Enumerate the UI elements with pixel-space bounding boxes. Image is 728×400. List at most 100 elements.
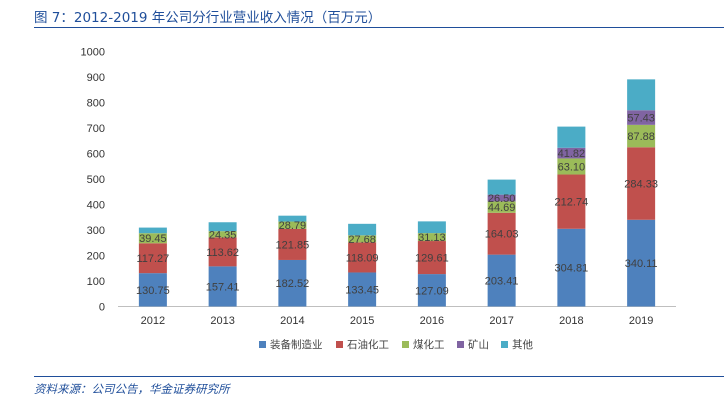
- data-label: 118.09: [346, 252, 379, 264]
- bar-segment: [417, 274, 446, 307]
- bar-segment: [627, 79, 656, 111]
- bar-segment: [138, 273, 167, 307]
- y-tick-label: 300: [87, 225, 105, 237]
- data-label: 203.41: [485, 276, 519, 288]
- y-tick-label: 1000: [81, 47, 105, 59]
- bar-segment: [348, 235, 377, 243]
- y-tick-label: 0: [99, 302, 105, 314]
- bar-segment: [487, 254, 516, 307]
- bar-segment: [627, 124, 656, 148]
- y-tick-label: 200: [87, 251, 105, 263]
- bar-segment: [278, 221, 307, 229]
- legend-swatch: [336, 341, 343, 348]
- data-label: 340.11: [625, 258, 658, 270]
- data-label: 39.45: [139, 233, 167, 245]
- data-label: 113.62: [206, 247, 239, 259]
- bar-segment: [208, 222, 237, 232]
- legend-label: 装备制造业: [270, 338, 323, 351]
- bar-segment: [627, 147, 656, 220]
- bar-segment: [627, 110, 656, 125]
- data-label: 31.13: [418, 232, 446, 244]
- x-tick-label: 2018: [559, 315, 583, 327]
- x-tick-label: 2014: [280, 315, 304, 327]
- data-label: 129.61: [415, 253, 449, 265]
- x-tick-label: 2015: [350, 315, 374, 327]
- bar-segment: [417, 241, 446, 275]
- bar-segment: [348, 223, 377, 236]
- data-label: 57.43: [627, 113, 655, 125]
- data-label: 127.09: [415, 285, 449, 297]
- bar-segment: [557, 174, 586, 229]
- bar-segment: [208, 237, 237, 267]
- x-tick-label: 2017: [489, 315, 513, 327]
- stacked-bar-chart: 0 100 200 300 400 500 600 700 800 900 1000 2012 2013…: [81, 47, 676, 351]
- data-label: 27.68: [348, 234, 376, 246]
- data-label: 304.81: [555, 263, 589, 275]
- bar-segment: [487, 201, 516, 213]
- legend-label: 煤化工: [413, 338, 445, 351]
- data-label: 157.41: [206, 281, 240, 293]
- y-tick-label: 900: [87, 72, 105, 84]
- source-rule: [34, 376, 724, 377]
- axis-layer: 0 100 200 300 400 500 600 700 800 900 1000 2012 2013…: [81, 47, 676, 327]
- bar-segment: [348, 272, 377, 307]
- bar-segment: [487, 212, 516, 255]
- bar-segment: [138, 227, 167, 234]
- y-tick-label: 500: [87, 174, 105, 186]
- bar-segment: [487, 179, 516, 195]
- bar-segment: [138, 233, 167, 244]
- y-tick-label: 100: [87, 276, 105, 288]
- bar-segment: [557, 158, 586, 175]
- bar-segment: [278, 228, 307, 260]
- bar-segment: [557, 228, 586, 307]
- data-label: 164.03: [485, 229, 519, 241]
- legend-swatch: [501, 341, 508, 348]
- legend-label: 石油化工: [347, 338, 389, 351]
- data-label: 117.27: [136, 253, 169, 265]
- x-tick-label: 2013: [210, 315, 234, 327]
- legend-swatch: [259, 341, 266, 348]
- x-tick-label: 2019: [629, 315, 653, 327]
- y-tick-label: 600: [87, 149, 105, 161]
- bar-segment: [348, 242, 377, 273]
- x-tick-label: 2016: [420, 315, 444, 327]
- bar-segment: [417, 233, 446, 242]
- data-label: 130.75: [136, 285, 170, 297]
- data-label: 26.50: [488, 193, 516, 205]
- data-label: 284.33: [624, 179, 658, 191]
- figure-title: 图 7：2012-2019 年公司分行业营业收入情况（百万元）: [34, 10, 382, 26]
- legend-swatch: [457, 341, 464, 348]
- x-tick-label: 2012: [141, 315, 165, 327]
- data-label: 87.88: [627, 131, 655, 143]
- title-rule: [34, 27, 724, 28]
- legend: 装备制造业 石油化工 煤化工 矿山 其他: [259, 338, 533, 351]
- data-label: 182.52: [276, 278, 310, 290]
- bar-segment: [487, 194, 516, 202]
- data-label: 24.35: [209, 229, 237, 241]
- bar-segment: [278, 259, 307, 307]
- bar-layer: [138, 79, 656, 307]
- bar-segment: [417, 221, 446, 234]
- bar-segment: [627, 219, 656, 307]
- data-label: 212.74: [555, 197, 589, 209]
- legend-label: 矿山: [468, 338, 489, 351]
- data-label: 44.69: [488, 202, 516, 214]
- data-label: 28.79: [279, 220, 307, 232]
- source-note: 资料来源：公司公告，华金证券研究所: [34, 382, 230, 396]
- legend-swatch: [402, 341, 409, 348]
- bar-segment: [557, 126, 586, 148]
- bar-segment: [138, 243, 167, 274]
- bar-segment: [557, 147, 586, 159]
- bar-segment: [208, 231, 237, 238]
- data-label: 63.10: [558, 161, 586, 173]
- bar-segment: [208, 266, 237, 307]
- data-label: 121.85: [276, 239, 310, 251]
- y-tick-label: 400: [87, 200, 105, 212]
- data-label-layer: 130.75 117.27 39.45 157.41 113.62 24.35 182.52…: [136, 113, 658, 298]
- data-label: 41.82: [558, 148, 586, 160]
- y-tick-label: 800: [87, 98, 105, 110]
- bar-segment: [278, 215, 307, 222]
- y-tick-label: 700: [87, 123, 105, 135]
- legend-label: 其他: [512, 338, 533, 351]
- data-label: 133.45: [345, 284, 379, 296]
